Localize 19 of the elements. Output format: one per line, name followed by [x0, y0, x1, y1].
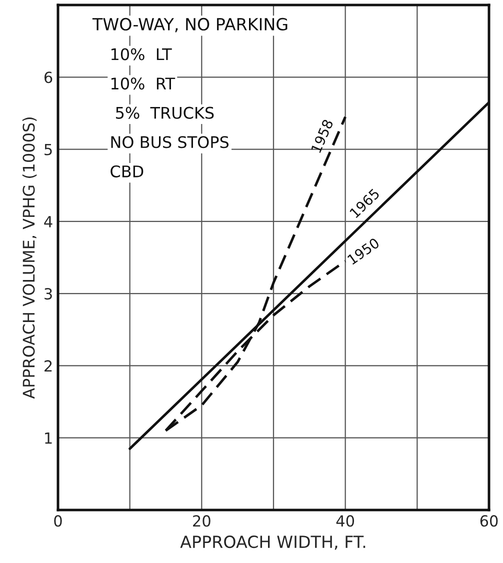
- annotation: CBD: [110, 165, 144, 178]
- y-tick-label: 6: [44, 72, 52, 84]
- text: 1958: [310, 118, 334, 154]
- y-tick-label: 2: [44, 360, 52, 372]
- y-tick-label: 4: [44, 216, 52, 228]
- y-axis-title: APPROACH VOLUME, VPHG (1000S): [22, 117, 37, 399]
- y-tick-label: 5: [44, 144, 52, 156]
- x-tick-label: 20: [193, 515, 210, 527]
- y-tick-label: 3: [44, 288, 52, 300]
- annotation: NO BUS STOPS: [111, 136, 229, 148]
- x-tick-label: 60: [480, 515, 498, 527]
- annotation: 10% RT: [111, 77, 176, 90]
- x-axis-title: APPROACH WIDTH, FT.: [180, 535, 366, 550]
- x-tick-label: 0: [54, 515, 62, 527]
- y-tick-label: 1: [45, 432, 52, 444]
- x-tick-label: 40: [336, 515, 354, 527]
- annotation: 10% LT: [111, 48, 172, 60]
- annotation: 5% TRUCKS: [116, 106, 214, 119]
- annotation: TWO-WAY, NO PARKING: [92, 18, 288, 32]
